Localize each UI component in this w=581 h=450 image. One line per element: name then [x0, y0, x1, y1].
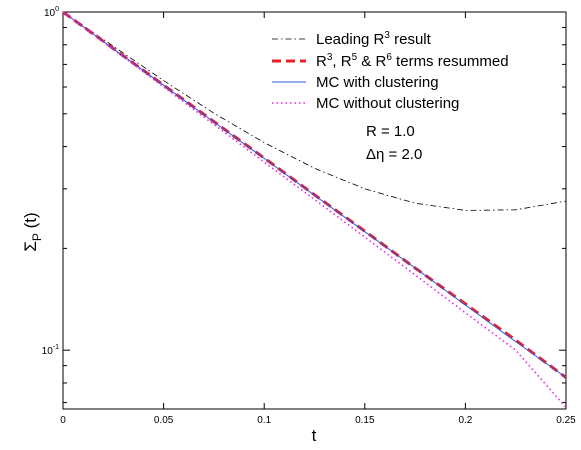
y-tick-label-base: 10 — [42, 346, 54, 357]
y-axis-label-sub: P — [30, 233, 44, 241]
y-tick-label-exp: -1 — [53, 344, 59, 351]
x-tick-label: 0.25 — [556, 415, 576, 426]
legend-label-resummed-text: R — [316, 53, 327, 70]
annotation-r: R = 1.0 — [366, 123, 415, 140]
y-axis-label-main: Σ — [21, 241, 40, 252]
legend-label-resummed-text3: & R — [357, 53, 386, 70]
legend-label-mc-without-clustering: MC without clustering — [316, 95, 459, 112]
legend-label-resummed: R3, R5 & R6 terms resummed — [316, 52, 509, 70]
x-tick-label: 0.2 — [458, 415, 472, 426]
plot-frame — [62, 11, 567, 410]
series-lines — [62, 10, 567, 409]
y-tick-label: 10-1 — [42, 344, 59, 357]
y-tick-label-exp: 0 — [55, 6, 59, 13]
x-ticks: 0 0.05 0.1 0.15 0.2 0.25 — [60, 12, 576, 426]
y-axis-label: ΣP (t) — [21, 212, 44, 251]
legend-label-resummed-sup2: 5 — [352, 52, 358, 63]
legend-label-leading-r3: Leading R3 result — [316, 30, 432, 48]
y-tick-label: 100 — [44, 6, 59, 19]
legend-label-mc-with-clustering: MC with clustering — [316, 74, 439, 91]
series-line-0 — [62, 11, 567, 211]
series-line-2 — [62, 11, 567, 378]
legend-label-resummed-text2: , R — [332, 53, 351, 70]
y-axis-label-tail: (t) — [21, 212, 40, 233]
legend-label-resummed-tail: terms resummed — [392, 53, 509, 70]
legend-label-leading-r3-tail: result — [390, 31, 432, 48]
legend-label-resummed-sup3: 6 — [386, 52, 392, 63]
legend-label-leading-r3-sup: 3 — [384, 30, 390, 41]
x-tick-label: 0.15 — [355, 415, 375, 426]
annotation-delta-eta: Δη = 2.0 — [366, 146, 422, 163]
x-tick-label: 0.1 — [257, 415, 271, 426]
legend-label-leading-r3-text: Leading R — [316, 31, 385, 48]
series-line-3 — [62, 11, 567, 409]
legend-label-resummed-sup: 3 — [327, 52, 333, 63]
legend: Leading R3 result R3, R5 & R6 terms resu… — [272, 30, 509, 112]
y-tick-label-base: 10 — [44, 8, 56, 19]
x-tick-label: 0 — [60, 415, 66, 426]
x-tick-label: 0.05 — [154, 415, 174, 426]
x-axis-label: t — [312, 426, 317, 445]
